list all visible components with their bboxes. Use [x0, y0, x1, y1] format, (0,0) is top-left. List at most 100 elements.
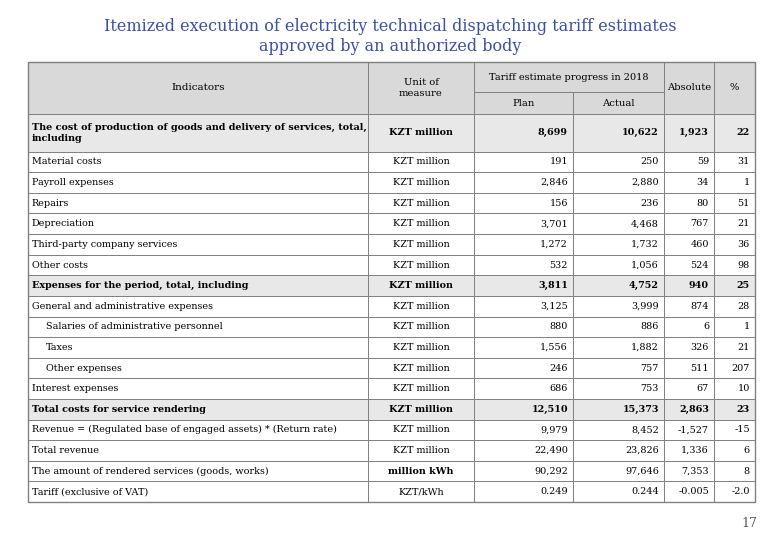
Text: 67: 67: [697, 384, 709, 393]
Text: 8,699: 8,699: [538, 129, 568, 137]
Text: 23,826: 23,826: [626, 446, 659, 455]
Text: 191: 191: [549, 158, 568, 166]
Bar: [664, 275, 714, 296]
Text: 757: 757: [640, 363, 659, 373]
Bar: [28, 255, 368, 275]
Text: 8,452: 8,452: [631, 426, 659, 434]
Text: -2.0: -2.0: [732, 487, 750, 496]
Text: KZT million: KZT million: [392, 178, 449, 187]
Text: KZT million: KZT million: [392, 446, 449, 455]
Text: approved by an authorized body: approved by an authorized body: [259, 38, 521, 55]
Text: 31: 31: [738, 158, 750, 166]
Text: 17: 17: [741, 517, 757, 530]
Bar: [714, 316, 755, 337]
Text: 156: 156: [549, 199, 568, 208]
Text: 1,882: 1,882: [631, 343, 659, 352]
Text: KZT million: KZT million: [389, 405, 453, 414]
Bar: [714, 255, 755, 275]
Bar: [368, 440, 474, 461]
Bar: [368, 461, 474, 481]
Text: -15: -15: [735, 426, 750, 434]
Bar: [714, 399, 755, 420]
Text: 2,846: 2,846: [541, 178, 568, 187]
Bar: [28, 152, 368, 172]
Text: 524: 524: [690, 260, 709, 269]
Bar: [664, 234, 714, 255]
Bar: [368, 420, 474, 440]
Text: 1,732: 1,732: [631, 240, 659, 249]
Text: KZT million: KZT million: [389, 281, 453, 290]
Text: 886: 886: [640, 322, 659, 332]
Text: KZT million: KZT million: [392, 384, 449, 393]
Text: Other expenses: Other expenses: [46, 363, 122, 373]
Bar: [714, 420, 755, 440]
Text: Itemized execution of electricity technical dispatching tariff estimates: Itemized execution of electricity techni…: [104, 18, 676, 35]
Bar: [664, 62, 714, 114]
Bar: [474, 152, 573, 172]
Bar: [664, 316, 714, 337]
Bar: [28, 234, 368, 255]
Bar: [368, 275, 474, 296]
Bar: [664, 152, 714, 172]
Text: KZT/kWh: KZT/kWh: [398, 487, 444, 496]
Bar: [664, 255, 714, 275]
Bar: [664, 213, 714, 234]
Text: 34: 34: [697, 178, 709, 187]
Text: -1,527: -1,527: [678, 426, 709, 434]
Bar: [714, 440, 755, 461]
Bar: [474, 316, 573, 337]
Bar: [28, 379, 368, 399]
Text: 2,880: 2,880: [631, 178, 659, 187]
Text: 90,292: 90,292: [534, 467, 568, 476]
Text: 1,923: 1,923: [679, 129, 709, 137]
Bar: [28, 275, 368, 296]
Text: 767: 767: [690, 219, 709, 228]
Text: 80: 80: [697, 199, 709, 208]
Text: 22: 22: [737, 129, 750, 137]
Text: 0.244: 0.244: [631, 487, 659, 496]
Bar: [474, 379, 573, 399]
Text: Plan: Plan: [512, 98, 534, 107]
Text: 874: 874: [690, 302, 709, 310]
Bar: [714, 275, 755, 296]
Bar: [474, 92, 573, 114]
Bar: [28, 114, 368, 152]
Text: 3,811: 3,811: [538, 281, 568, 290]
Bar: [573, 316, 664, 337]
Text: 236: 236: [640, 199, 659, 208]
Text: 51: 51: [738, 199, 750, 208]
Bar: [28, 316, 368, 337]
Bar: [714, 62, 755, 114]
Bar: [368, 316, 474, 337]
Bar: [368, 152, 474, 172]
Text: 686: 686: [550, 384, 568, 393]
Text: 15,373: 15,373: [622, 405, 659, 414]
Text: 6: 6: [703, 322, 709, 332]
Bar: [714, 234, 755, 255]
Bar: [573, 213, 664, 234]
Text: 98: 98: [738, 260, 750, 269]
Text: The amount of rendered services (goods, works): The amount of rendered services (goods, …: [32, 467, 268, 476]
Text: 3,999: 3,999: [631, 302, 659, 310]
Bar: [714, 193, 755, 213]
Bar: [664, 440, 714, 461]
Bar: [474, 296, 573, 316]
Text: 23: 23: [737, 405, 750, 414]
Text: 3,125: 3,125: [541, 302, 568, 310]
Bar: [474, 461, 573, 481]
Text: KZT million: KZT million: [392, 302, 449, 310]
Text: Actual: Actual: [602, 98, 635, 107]
Bar: [664, 379, 714, 399]
Bar: [474, 172, 573, 193]
Text: 6: 6: [744, 446, 750, 455]
Bar: [664, 296, 714, 316]
Text: 250: 250: [640, 158, 659, 166]
Bar: [474, 234, 573, 255]
Text: 246: 246: [549, 363, 568, 373]
Bar: [28, 296, 368, 316]
Text: Revenue = (Regulated base of engaged assets) * (Return rate): Revenue = (Regulated base of engaged ass…: [32, 426, 337, 435]
Bar: [28, 357, 368, 379]
Text: KZT million: KZT million: [392, 260, 449, 269]
Text: Indicators: Indicators: [172, 84, 225, 92]
Text: Taxes: Taxes: [46, 343, 73, 352]
